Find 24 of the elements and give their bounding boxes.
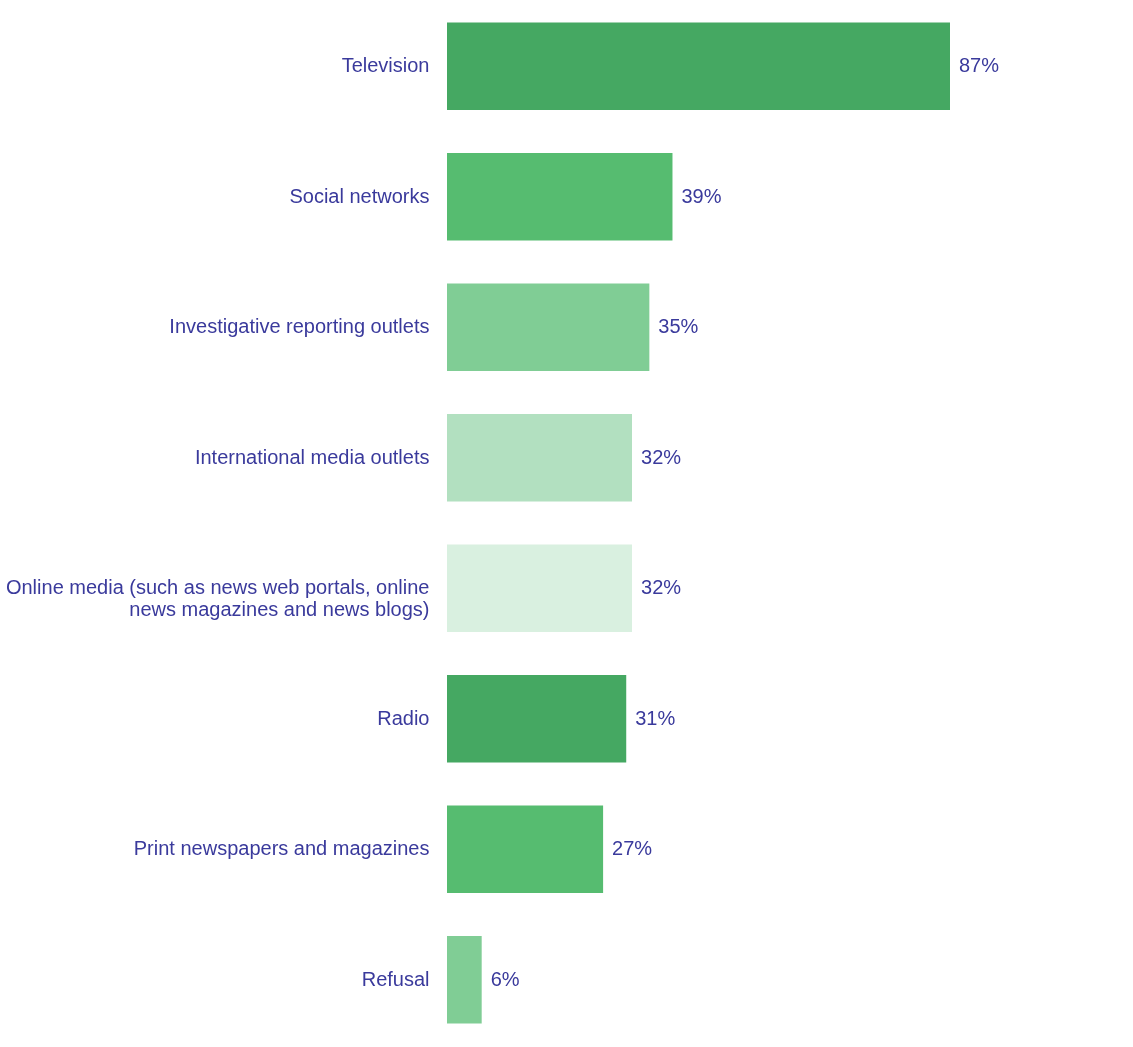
y-tick-label: Social networks <box>289 184 430 207</box>
bar <box>447 153 673 241</box>
data-label: 87% <box>959 54 1000 77</box>
data-label: 6% <box>490 967 520 990</box>
data-label: 27% <box>612 837 653 860</box>
bar <box>447 283 650 371</box>
data-label: 32% <box>641 445 682 468</box>
data-label: 32% <box>641 576 682 599</box>
y-tick-label: Television <box>341 54 430 77</box>
bar <box>447 936 482 1024</box>
data-label: 35% <box>658 315 699 338</box>
y-tick-label: International media outlets <box>194 445 430 468</box>
y-tick-label: Print newspapers and magazines <box>133 837 430 860</box>
bar <box>447 414 633 502</box>
data-label: 39% <box>681 184 722 207</box>
data-label: 31% <box>635 706 676 729</box>
bar <box>447 805 604 893</box>
y-tick-label: Radio <box>377 706 430 729</box>
y-tick-label: Investigative reporting outlets <box>169 315 430 338</box>
bar <box>447 544 633 632</box>
bar <box>447 675 627 763</box>
bar <box>447 22 950 110</box>
y-tick-label: Refusal <box>361 967 430 990</box>
y-tick-label: Online media (such as news web portals, online news magazines and news blogs) <box>5 576 430 621</box>
